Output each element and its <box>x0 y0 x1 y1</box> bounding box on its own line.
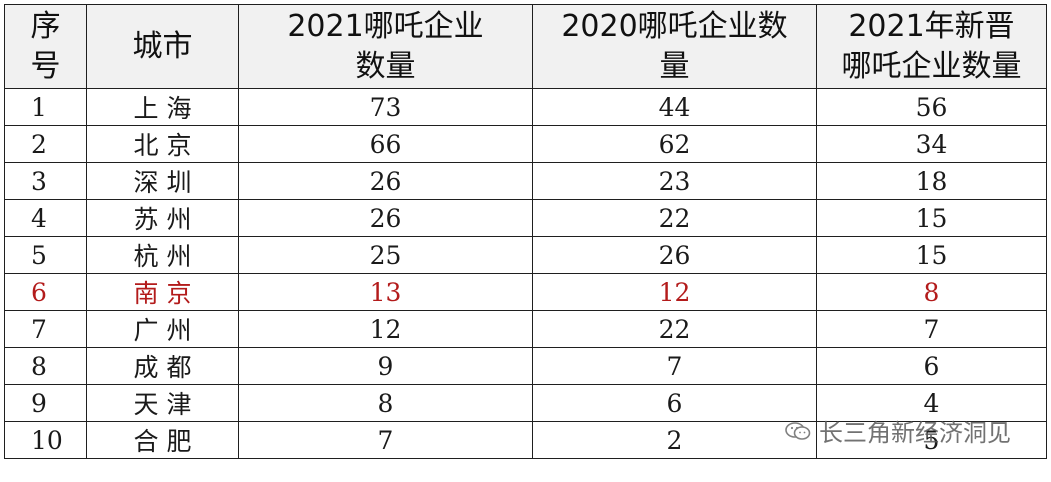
cell-count-2021: 8 <box>238 384 533 422</box>
cell-new-2021: 8 <box>816 273 1047 311</box>
watermark-text: 长三角新经济洞见 <box>819 419 1011 447</box>
cell-count-2020: 7 <box>532 347 817 385</box>
cell-rank: 1 <box>4 88 87 126</box>
cell-new-2021: 18 <box>816 162 1047 200</box>
cell-new-2021: 5 <box>816 421 1047 459</box>
cell-new-2021: 34 <box>816 125 1047 163</box>
ranking-table: 序 号 城市 2021哪吒企业 数量 2020哪吒企业数 量 2021年新晋 哪… <box>4 4 1047 459</box>
cell-count-2021: 9 <box>238 347 533 385</box>
cell-rank: 5 <box>4 236 87 274</box>
header-count-2020: 2020哪吒企业数 量 <box>532 4 817 89</box>
cell-count-2020: 23 <box>532 162 817 200</box>
table-row: 7 广州 12 22 7 <box>4 310 1047 348</box>
cell-rank: 9 <box>4 384 87 422</box>
cell-rank: 2 <box>4 125 87 163</box>
cell-city: 合肥 <box>86 421 239 459</box>
header-new-2021: 2021年新晋 哪吒企业数量 <box>816 4 1047 89</box>
cell-count-2020: 6 <box>532 384 817 422</box>
cell-count-2020: 2 <box>532 421 817 459</box>
cell-new-2021: 6 <box>816 347 1047 385</box>
table-row: 8 成都 9 7 6 <box>4 347 1047 385</box>
cell-new-2021: 15 <box>816 236 1047 274</box>
cell-count-2021: 25 <box>238 236 533 274</box>
cell-rank: 4 <box>4 199 87 237</box>
cell-count-2021: 26 <box>238 199 533 237</box>
cell-rank: 6 <box>4 273 87 311</box>
header-city: 城市 <box>86 4 239 89</box>
table-row: 10 合肥 7 2 5 <box>4 421 1047 459</box>
header-count-2021-label: 2021哪吒企业 数量 <box>287 8 484 84</box>
cell-new-2021: 15 <box>816 199 1047 237</box>
cell-new-2021: 7 <box>816 310 1047 348</box>
cell-city: 北京 <box>86 125 239 163</box>
header-count-2020-label: 2020哪吒企业数 量 <box>561 8 788 84</box>
table-row: 4 苏州 26 22 15 <box>4 199 1047 237</box>
cell-rank: 8 <box>4 347 87 385</box>
cell-rank: 7 <box>4 310 87 348</box>
header-count-2021: 2021哪吒企业 数量 <box>238 4 533 89</box>
header-rank: 序 号 <box>4 4 87 89</box>
table-row-highlighted: 6 南京 13 12 8 <box>4 273 1047 311</box>
cell-city: 成都 <box>86 347 239 385</box>
cell-count-2021: 13 <box>238 273 533 311</box>
cell-count-2020: 12 <box>532 273 817 311</box>
cell-city: 广州 <box>86 310 239 348</box>
cell-count-2021: 7 <box>238 421 533 459</box>
table-row: 9 天津 8 6 4 <box>4 384 1047 422</box>
table-row: 3 深圳 26 23 18 <box>4 162 1047 200</box>
watermark: 长三角新经济洞见 <box>785 413 1011 448</box>
cell-count-2020: 22 <box>532 310 817 348</box>
cell-count-2020: 44 <box>532 88 817 126</box>
cell-count-2021: 12 <box>238 310 533 348</box>
cell-city: 苏州 <box>86 199 239 237</box>
table-row: 5 杭州 25 26 15 <box>4 236 1047 274</box>
cell-new-2021: 56 <box>816 88 1047 126</box>
cell-count-2020: 62 <box>532 125 817 163</box>
wechat-icon <box>785 421 811 440</box>
cell-city: 上海 <box>86 88 239 126</box>
cell-count-2020: 26 <box>532 236 817 274</box>
table-row: 1 上海 73 44 56 <box>4 88 1047 126</box>
cell-count-2021: 26 <box>238 162 533 200</box>
cell-rank: 3 <box>4 162 87 200</box>
cell-count-2021: 73 <box>238 88 533 126</box>
cell-city: 天津 <box>86 384 239 422</box>
header-row: 序 号 城市 2021哪吒企业 数量 2020哪吒企业数 量 2021年新晋 哪… <box>4 4 1047 89</box>
header-city-label: 城市 <box>132 28 193 64</box>
cell-city: 南京 <box>86 273 239 311</box>
header-rank-label: 序 号 <box>30 8 61 84</box>
cell-rank: 10 <box>4 421 87 459</box>
cell-count-2020: 22 <box>532 199 817 237</box>
cell-city: 杭州 <box>86 236 239 274</box>
header-new-2021-label: 2021年新晋 哪吒企业数量 <box>841 8 1022 84</box>
cell-count-2021: 66 <box>238 125 533 163</box>
table-row: 2 北京 66 62 34 <box>4 125 1047 163</box>
cell-city: 深圳 <box>86 162 239 200</box>
